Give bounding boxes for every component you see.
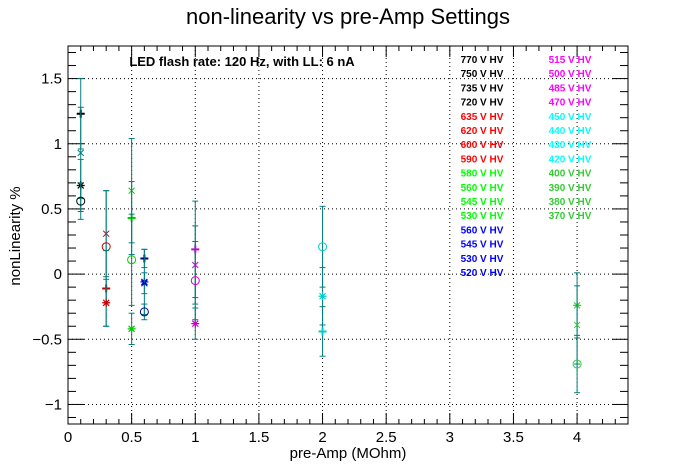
legend-entry: 520 V HV <box>461 268 504 279</box>
data-point <box>127 312 136 345</box>
y-tick-label: 0.5 <box>41 201 62 218</box>
axis-ticks <box>67 46 628 424</box>
marker-circle <box>139 307 149 317</box>
x-tick-label: 4 <box>573 429 581 446</box>
marker-cross <box>77 149 85 157</box>
x-tick-label: 1.5 <box>248 429 269 446</box>
y-tick-label: −0.5 <box>32 331 62 348</box>
annotation-text: LED flash rate: 120 Hz, with LL: 6 nA <box>129 54 355 69</box>
legend-entry: 590 V HV <box>461 154 504 165</box>
y-tick-label: 0 <box>54 266 62 283</box>
legend-entry: 580 V HV <box>461 169 504 180</box>
y-tick-label: −1 <box>45 396 62 413</box>
x-tick-label: 2.5 <box>376 429 397 446</box>
legend-entry: 470 V HV <box>549 98 592 109</box>
chart-title: non-linearity vs pre-Amp Settings <box>186 4 510 29</box>
legend-entry: 600 V HV <box>461 140 504 151</box>
y-axis-label: nonLinearity % <box>7 186 24 285</box>
marker-circle <box>572 359 582 369</box>
legend-entry: 440 V HV <box>549 126 592 137</box>
y-tick-label: 1.5 <box>41 71 62 88</box>
marker-star <box>127 324 136 333</box>
legend-entry: 530 V HV <box>461 254 504 265</box>
legend-entry: 530 V HV <box>461 211 504 222</box>
legend-entry: 390 V HV <box>549 183 592 194</box>
data-point <box>572 334 582 394</box>
legend-entry: 545 V HV <box>461 197 504 208</box>
legend-entry: 720 V HV <box>461 98 504 109</box>
y-tick-label: 1 <box>54 136 62 153</box>
x-tick-label: 0 <box>64 429 72 446</box>
marker-circle <box>190 276 200 286</box>
legend-entry: 560 V HV <box>461 225 504 236</box>
marker-circle <box>76 196 86 206</box>
legend-entry: 545 V HV <box>461 240 504 251</box>
legend-entry: 750 V HV <box>461 69 504 80</box>
legend-entry: 735 V HV <box>461 83 504 94</box>
y-tick-labels: −1 −0.5 0 0.5 1 1.5 <box>32 71 62 414</box>
legend-entry: 620 V HV <box>461 126 504 137</box>
marker-circle <box>127 255 137 265</box>
marker-star <box>102 298 111 307</box>
x-tick-label: 3.5 <box>503 429 524 446</box>
x-tick-label: 3 <box>446 429 454 446</box>
data-point <box>76 182 86 220</box>
data-point <box>141 272 148 295</box>
data-point <box>102 278 111 327</box>
data-point <box>139 303 149 321</box>
legend-entry: 560 V HV <box>461 183 504 194</box>
data-points <box>76 78 582 394</box>
marker-plus <box>318 327 327 336</box>
legend-entry: 400 V HV <box>549 169 592 180</box>
legend-entry: 370 V HV <box>549 211 592 222</box>
marker-star <box>318 292 327 301</box>
x-tick-label: 2 <box>318 429 326 446</box>
legend-entry: 380 V HV <box>549 197 592 208</box>
legend: 770 V HV 750 V HV 735 V HV 720 V HV 635 V HV… <box>461 55 592 279</box>
marker-star <box>191 319 200 328</box>
data-point <box>318 306 327 357</box>
legend-entry: 430 V HV <box>549 140 592 151</box>
grid <box>68 46 628 424</box>
x-tick-labels: 0 0.5 1 1.5 2 2.5 3 3.5 4 <box>64 429 581 446</box>
legend-entry: 515 V HV <box>549 55 592 66</box>
legend-entry: 770 V HV <box>461 55 504 66</box>
marker-circle <box>318 242 328 252</box>
x-tick-label: 0.5 <box>121 429 142 446</box>
legend-entry: 420 V HV <box>549 154 592 165</box>
legend-entry: 635 V HV <box>461 112 504 123</box>
legend-entry: 500 V HV <box>549 69 592 80</box>
data-point <box>127 213 137 306</box>
marker-cross <box>141 279 148 287</box>
marker-cross <box>573 321 581 329</box>
x-axis-label: pre-Amp (MOhm) <box>290 445 407 462</box>
data-point <box>191 307 200 340</box>
legend-entry: 450 V HV <box>549 112 592 123</box>
legend-entry: 485 V HV <box>549 83 592 94</box>
x-tick-label: 1 <box>191 429 199 446</box>
